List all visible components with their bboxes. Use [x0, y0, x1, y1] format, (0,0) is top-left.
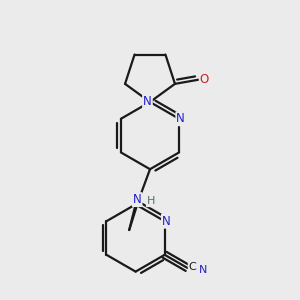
Text: N: N — [199, 266, 207, 275]
Text: O: O — [200, 73, 209, 86]
Text: N: N — [176, 112, 185, 125]
Text: N: N — [162, 215, 171, 228]
Text: N: N — [143, 95, 152, 109]
Text: N: N — [133, 193, 142, 206]
Text: C: C — [189, 262, 196, 272]
Text: H: H — [147, 196, 155, 206]
